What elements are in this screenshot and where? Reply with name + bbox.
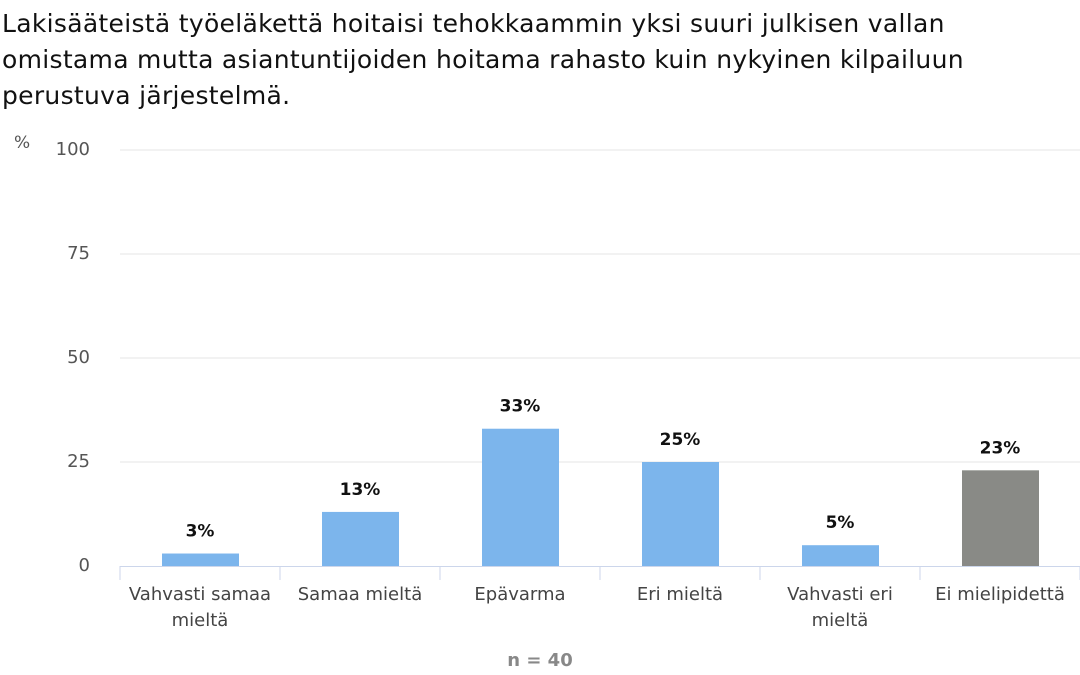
x-tick-label: Vahvasti eri mieltä [787,584,893,631]
y-tick-label: 100 [56,139,90,160]
data-label: 23% [980,438,1021,458]
x-tick-label: Eri mieltä [636,584,724,605]
bar [802,545,879,566]
bar [642,462,719,566]
y-tick-label: 25 [67,451,90,472]
x-tick-label: Epävarma [474,584,566,605]
bar [482,428,559,566]
y-tick-label: 75 [67,243,90,264]
data-label: 33% [500,397,541,417]
x-tick-label: Samaa mieltä [297,584,423,605]
y-tick-label: 0 [79,555,90,576]
y-tick-label: 50 [67,347,90,368]
sample-size: n = 40 [507,650,573,671]
chart-title: Lakisääteistä työeläkettä hoitaisi tehok… [2,9,964,110]
data-label: 3% [186,522,215,542]
bar [162,553,239,566]
x-tick-label: Ei mielipidettä [935,584,1065,605]
data-label: 13% [340,480,381,500]
bar [322,511,399,566]
data-label: 5% [826,513,855,533]
x-tick-label: Vahvasti samaa mieltä [128,584,272,631]
y-axis-label: % [14,133,30,153]
bar [962,470,1039,566]
data-label: 25% [660,430,701,450]
